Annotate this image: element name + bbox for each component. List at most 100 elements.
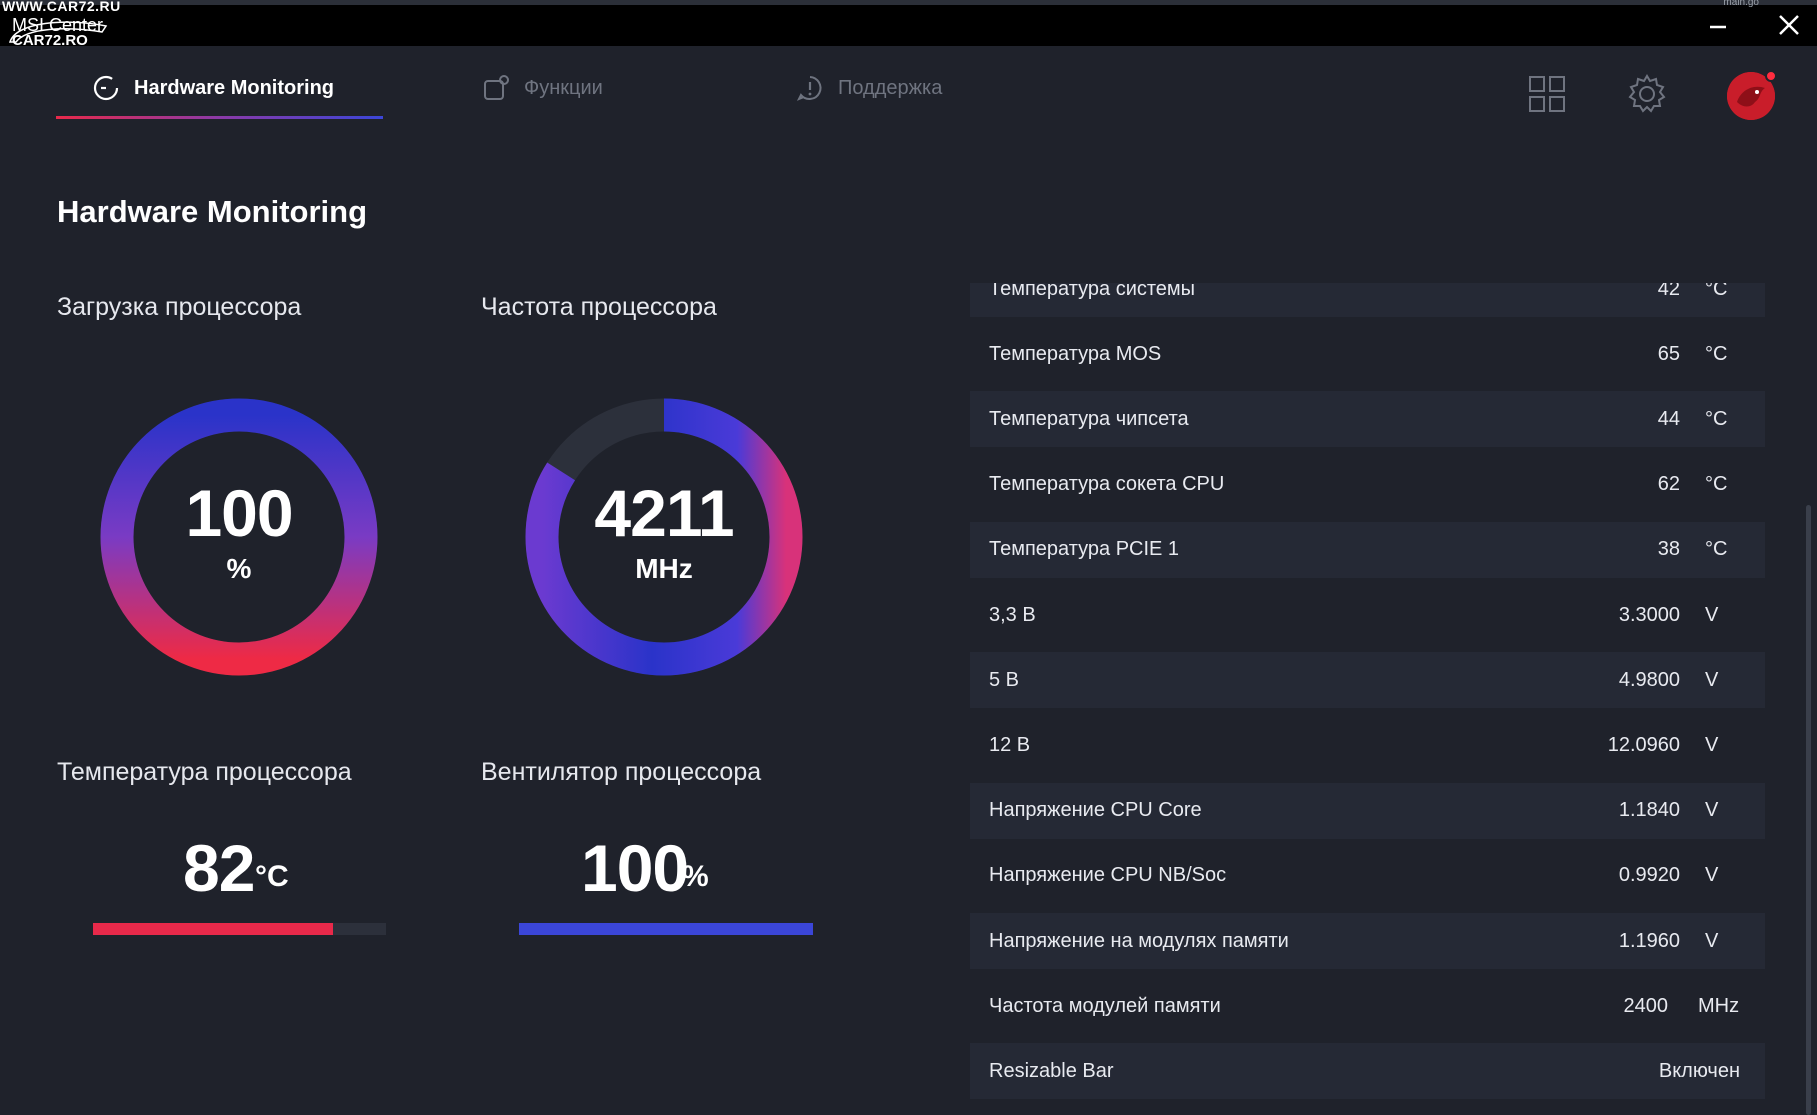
cpu-fan-bar-fill	[519, 923, 813, 935]
monitor-clock-icon	[93, 75, 119, 101]
sensor-label: 5 В	[989, 668, 1020, 691]
sensor-label: Температура системы	[989, 283, 1196, 300]
sensor-row: Напряжение на модулях памяти 1.1960 V	[970, 913, 1765, 969]
user-avatar[interactable]	[1727, 70, 1777, 120]
features-icon	[484, 75, 509, 100]
cpu-temp-value: 82	[183, 831, 255, 905]
sensor-unit: °C	[1705, 283, 1728, 300]
sensor-label: 12 В	[989, 733, 1031, 756]
cpu-temp-bar-fill	[93, 923, 334, 935]
app-title: MSI Center	[12, 15, 104, 35]
close-icon	[1779, 15, 1799, 35]
sensor-value: 0.9920	[1618, 864, 1680, 887]
cpu-load-gauge: 100 %	[99, 397, 379, 677]
sensor-row: Температура PCIE 1 38 °C	[970, 521, 1765, 578]
sensor-row: Resizable Bar Включен	[970, 1043, 1765, 1100]
sensor-row: 5 В 4.9800 V	[970, 652, 1765, 709]
sensor-value: Включен	[1658, 1059, 1740, 1082]
minimize-button[interactable]	[1698, 10, 1738, 40]
sensor-value: 38	[1657, 538, 1680, 561]
sensor-list: Температура системы 42 °C Температура MOS 65…	[970, 283, 1765, 1115]
sensor-label: Resizable Bar	[989, 1059, 1114, 1082]
msi-logo	[6, 12, 116, 50]
sensor-value: 62	[1657, 473, 1680, 496]
sensor-row: Температура сокета CPU 62 °C	[970, 457, 1765, 513]
sensor-value: 42	[1657, 283, 1680, 300]
sensor-list-scrollbar[interactable]	[1806, 505, 1811, 1115]
sensor-label: Частота модулей памяти	[989, 994, 1221, 1017]
cpu-load-value: 100	[185, 476, 293, 550]
cpu-freq-unit: MHz	[635, 553, 693, 584]
grid-view-button[interactable]	[1525, 72, 1569, 116]
sensor-label: Напряжение на модулях памяти	[989, 929, 1289, 952]
cpu-freq-arc	[525, 398, 803, 676]
sensor-unit: V	[1705, 733, 1719, 756]
settings-gear-icon	[1628, 74, 1666, 113]
minimize-icon	[1710, 25, 1726, 29]
topstrip-text: main.go	[1723, 0, 1759, 8]
cpu-temp-bar	[93, 923, 386, 935]
sensor-value: 65	[1657, 342, 1680, 365]
sensor-row: Частота модулей памяти 2400 MHz	[970, 978, 1765, 1034]
cpu-load-arc	[100, 398, 378, 676]
sensor-unit: °C	[1705, 538, 1728, 561]
grid-view-icon	[1529, 76, 1565, 112]
tab-functions[interactable]: Функции	[482, 68, 603, 108]
top-strip: main.go	[0, 0, 1817, 8]
tab-label: Функции	[524, 76, 603, 99]
sensor-row: Напряжение CPU Core 1.1840 V	[970, 782, 1765, 839]
sensor-row: Температура чипсета 44 °C	[970, 391, 1765, 448]
sensor-value: 3.3000	[1618, 603, 1680, 626]
cpu-freq-label: Частота процессора	[481, 293, 717, 321]
sensor-unit: V	[1705, 864, 1719, 887]
sensor-unit: MHz	[1698, 994, 1740, 1017]
notification-dot	[1765, 70, 1777, 82]
tab-support[interactable]: Поддержка	[796, 68, 942, 108]
cpu-freq-gauge: 4211 MHz	[524, 397, 804, 677]
sensor-unit: V	[1705, 603, 1719, 626]
sensor-value: 2400	[1623, 994, 1669, 1017]
sensor-row: Напряжение CPU NB/Soc 0.9920 V	[970, 848, 1765, 904]
sensor-row: 3,3 В 3.3000 V	[970, 587, 1765, 643]
dragon-avatar-icon	[1727, 72, 1775, 120]
sensor-label: 3,3 В	[989, 603, 1036, 626]
sensor-value: 44	[1657, 407, 1680, 430]
sensor-label: Напряжение CPU Core	[989, 799, 1202, 822]
sensor-unit: °C	[1705, 473, 1728, 496]
cpu-fan-unit: %	[682, 860, 709, 893]
active-tab-indicator	[56, 116, 383, 119]
cpu-freq-value: 4211	[594, 476, 734, 550]
sensor-unit: °C	[1705, 342, 1728, 365]
sensor-unit: °C	[1705, 407, 1728, 430]
sensor-unit: V	[1705, 799, 1719, 822]
sensor-label: Температура PCIE 1	[989, 538, 1180, 561]
watermark-text: WWW.CAR72.RU	[2, 0, 121, 14]
tab-label: Поддержка	[838, 76, 943, 99]
cpu-load-label: Загрузка процессора	[57, 293, 302, 321]
sensor-value: 12.0960	[1607, 733, 1680, 756]
settings-button[interactable]	[1625, 72, 1669, 116]
support-icon	[796, 76, 822, 101]
sensor-label: Напряжение CPU NB/Soc	[989, 864, 1227, 887]
cpu-temp-unit: °C	[255, 860, 289, 893]
close-button[interactable]	[1769, 10, 1809, 40]
cpu-fan-value: 100	[581, 831, 689, 905]
sensor-unit: V	[1705, 929, 1719, 952]
sensor-value: 1.1960	[1618, 929, 1680, 952]
cpu-fan-label: Вентилятор процессора	[481, 758, 762, 786]
cpu-fan-bar	[519, 923, 813, 935]
watermark-text-2: CAR72.RO	[12, 32, 88, 49]
sensor-label: Температура сокета CPU	[989, 473, 1225, 496]
sensor-unit: V	[1705, 668, 1719, 691]
sensor-value: 1.1840	[1618, 799, 1680, 822]
page-title: Hardware Monitoring	[57, 194, 368, 229]
tab-label: Hardware Monitoring	[134, 76, 335, 99]
sensor-value: 4.9800	[1618, 668, 1680, 691]
title-bar: main.go WWW.CAR72.RU MSI Center CAR72.RO	[0, 0, 1817, 49]
sensor-row: 12 В 12.0960 V	[970, 717, 1765, 773]
sensor-label: Температура чипсета	[989, 407, 1189, 430]
tab-hardware-monitoring[interactable]: Hardware Monitoring	[92, 68, 334, 108]
cpu-load-unit: %	[226, 553, 252, 584]
cpu-temp-label: Температура процессора	[57, 758, 352, 786]
